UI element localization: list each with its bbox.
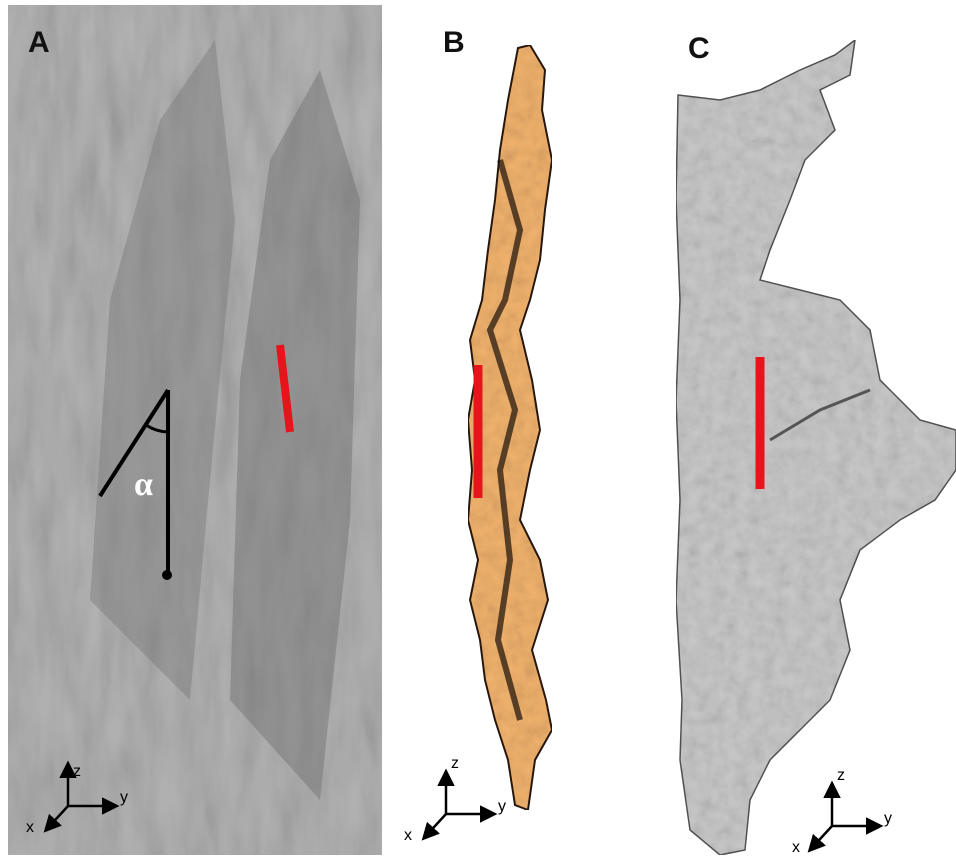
ridge: [769, 388, 871, 442]
panel-a-image: [8, 5, 382, 855]
panel-label: C: [688, 32, 710, 65]
axis-label: x: [792, 839, 800, 856]
red-marker: [276, 344, 294, 433]
shadow: [486, 159, 524, 721]
axes-icon: [43, 760, 120, 833]
panel-a: A α z y x: [8, 5, 382, 855]
axis-label: y: [884, 810, 892, 827]
axis-label: x: [26, 819, 34, 836]
axis-label: z: [73, 763, 81, 780]
x-arrow: [421, 813, 447, 841]
axis-label: y: [120, 789, 128, 806]
fascicle-surface: [675, 38, 956, 856]
angle-label: α: [134, 466, 153, 503]
axis-label: y: [498, 798, 506, 815]
panel-label: B: [443, 26, 465, 59]
axis-label: x: [404, 827, 412, 844]
panel-label: A: [28, 26, 50, 59]
fascicle-line: [98, 388, 170, 498]
panel-c: C z y x: [675, 32, 956, 856]
x-arrow: [43, 805, 69, 833]
axes-icon: [807, 780, 884, 853]
axes-icon: [421, 768, 498, 841]
angle-arc: [145, 423, 169, 434]
axis-label: z: [451, 755, 459, 772]
fascicle: [230, 70, 360, 800]
x-arrow: [807, 825, 833, 853]
dot: [162, 570, 172, 580]
panel-b: B z y x: [404, 26, 554, 844]
fascicle: [90, 40, 235, 700]
axis-label: z: [837, 767, 845, 784]
